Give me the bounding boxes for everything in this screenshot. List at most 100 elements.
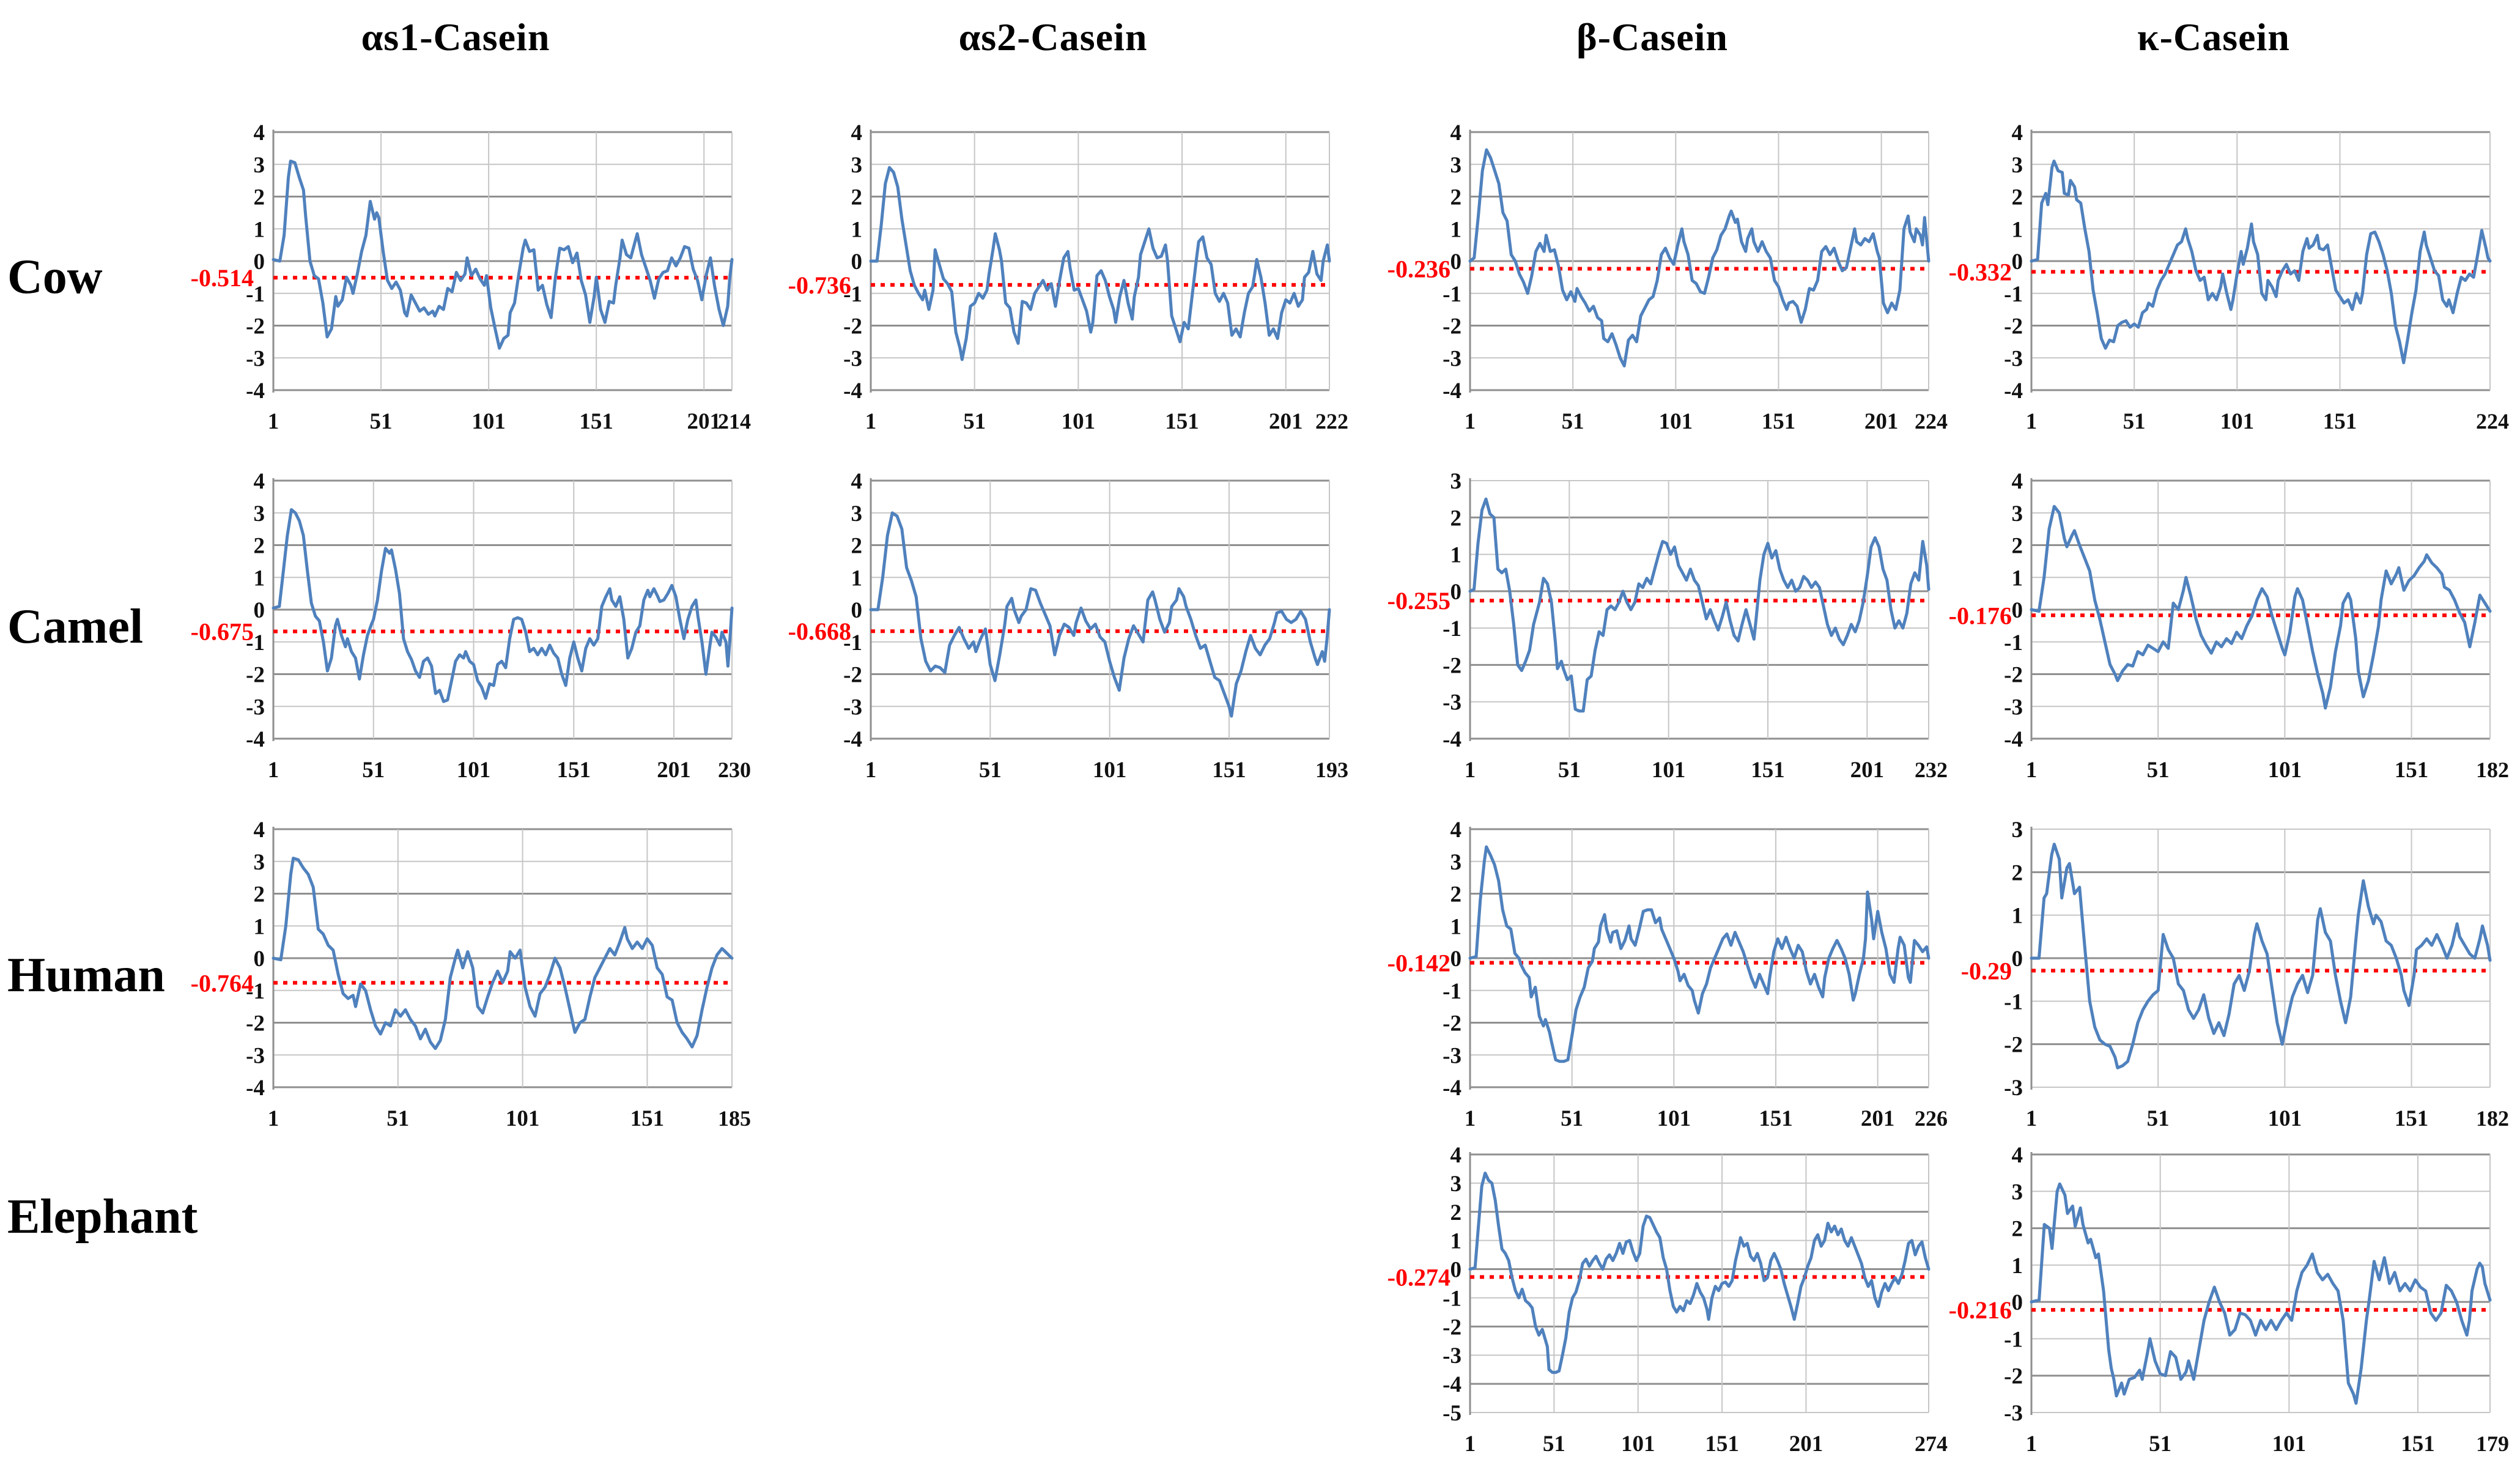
x-tick-label: 151 bbox=[630, 1106, 665, 1131]
y-tick-label: -1 bbox=[1443, 282, 1461, 307]
y-tick-label: 1 bbox=[254, 914, 265, 939]
x-tick-label: 1 bbox=[1465, 1106, 1476, 1131]
y-tick-label: -4 bbox=[246, 379, 265, 404]
y-tick-label: -3 bbox=[2004, 1401, 2023, 1426]
x-tick-label: 151 bbox=[557, 758, 591, 783]
x-tick-label: 101 bbox=[506, 1106, 540, 1131]
y-tick-label: 3 bbox=[851, 501, 863, 526]
x-tick-label: 201 bbox=[1269, 409, 1303, 434]
y-tick-label: 1 bbox=[851, 217, 863, 242]
chart-human-as1-casein: -4 -3 -2 -1 0 1 2 3 4 1 51 101 151 185 -0.764 bbox=[180, 812, 761, 1145]
y-tick-label: 4 bbox=[2012, 120, 2023, 146]
x-tick-label: 151 bbox=[1751, 758, 1785, 783]
x-tick-label: 51 bbox=[2123, 409, 2146, 434]
x-tick-label: 1 bbox=[268, 1106, 279, 1131]
y-tick-label: 2 bbox=[1450, 1200, 1462, 1225]
x-tick-label: 151 bbox=[1762, 409, 1796, 434]
x-tick-label: 51 bbox=[1562, 409, 1584, 434]
y-tick-label: 1 bbox=[1450, 1229, 1462, 1254]
y-tick-label: -2 bbox=[1443, 653, 1461, 678]
y-tick-label: 0 bbox=[851, 249, 863, 275]
x-end-label: 230 bbox=[718, 758, 751, 782]
x-tick-label: 51 bbox=[2149, 1431, 2171, 1457]
y-tick-label: 0 bbox=[851, 598, 863, 623]
y-tick-label: 0 bbox=[2012, 1290, 2023, 1315]
y-tick-label: 1 bbox=[2012, 904, 2023, 929]
y-tick-label: -1 bbox=[2004, 1327, 2023, 1352]
x-tick-label: 1 bbox=[865, 409, 877, 434]
y-tick-label: -2 bbox=[1443, 314, 1461, 339]
mean-value-label: -0.29 bbox=[1961, 957, 2012, 984]
x-tick-label: 51 bbox=[362, 758, 385, 783]
x-tick-label: 201 bbox=[1789, 1431, 1823, 1457]
y-tick-label: 3 bbox=[2012, 153, 2023, 178]
y-tick-label: 3 bbox=[2012, 818, 2023, 843]
y-tick-label: 1 bbox=[254, 566, 265, 591]
mean-value-label: -0.274 bbox=[1387, 1263, 1450, 1291]
x-end-label: 224 bbox=[2476, 409, 2509, 434]
y-tick-label: -3 bbox=[1443, 346, 1461, 371]
x-end-label: 182 bbox=[2476, 1106, 2509, 1131]
y-tick-label: -4 bbox=[1443, 1372, 1461, 1397]
y-tick-label: -2 bbox=[843, 663, 862, 688]
y-tick-label: 0 bbox=[254, 947, 265, 972]
x-tick-label: 51 bbox=[1543, 1431, 1565, 1457]
y-tick-label: 0 bbox=[1450, 947, 1462, 972]
y-tick-label: -2 bbox=[1443, 1011, 1461, 1036]
x-tick-label: 201 bbox=[687, 409, 721, 434]
y-tick-label: 2 bbox=[2012, 185, 2023, 210]
y-tick-label: 0 bbox=[2012, 249, 2023, 275]
y-tick-label: -3 bbox=[246, 695, 265, 720]
x-tick-label: 201 bbox=[1861, 1106, 1895, 1131]
y-tick-label: -4 bbox=[843, 727, 862, 752]
y-tick-label: -2 bbox=[246, 314, 265, 339]
y-tick-label: -3 bbox=[843, 346, 862, 371]
y-tick-label: 0 bbox=[2012, 598, 2023, 623]
mean-value-label: -0.332 bbox=[1949, 259, 2012, 286]
y-tick-label: -3 bbox=[843, 695, 862, 720]
y-tick-label: -1 bbox=[1443, 616, 1461, 641]
column-title-as1-casein: αs1-Casein bbox=[361, 15, 550, 59]
y-tick-label: 2 bbox=[851, 185, 863, 210]
y-tick-label: 1 bbox=[851, 566, 863, 591]
x-tick-label: 101 bbox=[1659, 409, 1693, 434]
x-tick-label: 1 bbox=[1465, 1431, 1476, 1457]
mean-value-label: -0.514 bbox=[191, 264, 254, 292]
y-tick-label: -3 bbox=[1443, 1043, 1461, 1068]
series-line bbox=[272, 508, 734, 703]
x-end-label: 179 bbox=[2476, 1431, 2509, 1456]
x-tick-label: 51 bbox=[2147, 1106, 2170, 1131]
y-tick-label: -1 bbox=[2004, 630, 2023, 656]
x-tick-label: 1 bbox=[2026, 409, 2038, 434]
series-line bbox=[2030, 1182, 2492, 1405]
x-end-label: 214 bbox=[718, 409, 751, 434]
x-tick-label: 51 bbox=[1561, 1106, 1583, 1131]
y-tick-label: -2 bbox=[843, 314, 862, 339]
y-tick-label: 3 bbox=[2012, 501, 2023, 526]
y-tick-label: 3 bbox=[2012, 1180, 2023, 1205]
y-tick-label: -1 bbox=[843, 630, 862, 656]
x-tick-label: 201 bbox=[1864, 409, 1899, 434]
column-title-as2-casein: αs2-Casein bbox=[958, 15, 1148, 59]
x-tick-label: 101 bbox=[1621, 1431, 1655, 1457]
y-tick-label: 4 bbox=[851, 120, 863, 146]
y-tick-label: -1 bbox=[2004, 989, 2023, 1014]
y-tick-label: 2 bbox=[1450, 185, 1462, 210]
x-tick-label: 1 bbox=[2026, 1431, 2038, 1457]
y-tick-label: -2 bbox=[2004, 1033, 2023, 1058]
chart-cow-beta-casein: -4 -3 -2 -1 0 1 2 3 4 1 51 101 151 201 224 -0.236 bbox=[1377, 115, 1958, 448]
chart-cow-as1-casein: -4 -3 -2 -1 0 1 2 3 4 1 51 101 151 201 214 -0.514 bbox=[180, 115, 761, 448]
y-tick-label: -2 bbox=[246, 663, 265, 688]
x-tick-label: 1 bbox=[2026, 758, 2038, 783]
y-tick-label: 2 bbox=[2012, 860, 2023, 885]
x-tick-label: 101 bbox=[2268, 1106, 2302, 1131]
chart-camel-kappa-casein: -4 -3 -2 -1 0 1 2 3 4 1 51 101 151 182 -0.176 bbox=[1938, 464, 2519, 797]
x-tick-label: 151 bbox=[2395, 1106, 2429, 1131]
